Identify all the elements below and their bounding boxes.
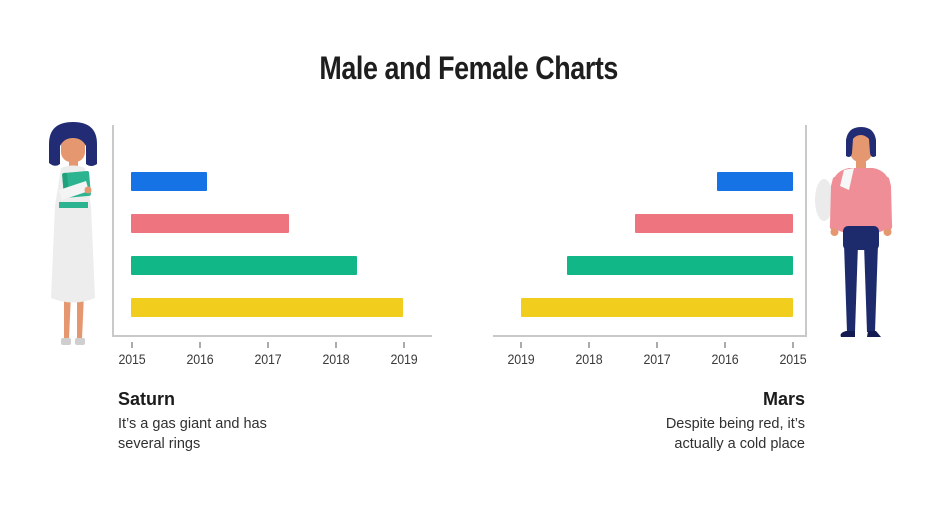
- bar-yellow-mars: [521, 298, 793, 317]
- bar-green-saturn: [131, 256, 358, 275]
- saturn-description-line-1: It’s a gas giant and has: [118, 416, 267, 432]
- y-axis-line: [805, 125, 807, 337]
- woman-belt: [59, 202, 88, 208]
- woman-shoe: [61, 338, 71, 345]
- bar-blue-mars: [716, 172, 793, 191]
- x-axis-tick: [131, 342, 133, 348]
- woman-sleeve: [59, 181, 89, 200]
- mars-bar-chart: 2019 2018 2017 2016 2015: [493, 125, 807, 385]
- x-axis-tick: [656, 342, 658, 348]
- woman-neck: [69, 156, 78, 170]
- man-illustration-svg: [815, 127, 893, 337]
- x-axis-tick: [792, 342, 794, 348]
- x-axis-tick-label: 2019: [507, 352, 535, 367]
- woman-hair: [49, 122, 97, 166]
- male-figure-illustration: [813, 126, 908, 346]
- man-shoe: [867, 331, 881, 337]
- saturn-description-line-2: several rings: [118, 435, 201, 452]
- x-axis-tick-label: 2017: [643, 352, 671, 367]
- x-axis-tick-label: 2016: [711, 352, 739, 367]
- x-axis-tick-label: 2018: [322, 352, 350, 367]
- bar-pink-saturn: [131, 214, 290, 233]
- man-face: [850, 131, 872, 162]
- x-axis-tick-label: 2015: [118, 352, 146, 367]
- x-axis-line: [493, 335, 807, 337]
- page-title: Male and Female Charts: [0, 50, 937, 87]
- man-leg: [844, 244, 858, 332]
- man-shoe: [840, 331, 855, 337]
- x-axis-tick: [199, 342, 201, 348]
- mars-description-line-1: Despite being red, it’s: [665, 416, 805, 432]
- x-axis-tick-label: 2015: [779, 352, 807, 367]
- x-axis-line: [112, 335, 432, 337]
- saturn-bar-chart: 2015 2016 2017 2018 2019: [112, 125, 432, 385]
- mars-description-line-2: actually a cold place: [674, 435, 805, 452]
- bar-green-mars: [566, 256, 793, 275]
- woman-shoe: [75, 338, 85, 345]
- man-leg: [864, 244, 878, 332]
- mars-title: Mars: [762, 389, 805, 409]
- man-bag: [815, 179, 833, 221]
- page-title-text: Male and Female Charts: [319, 50, 618, 86]
- man-bag-strap: [840, 168, 854, 190]
- man-hair: [846, 127, 876, 157]
- mars-caption: Mars Despite being red, it’s actually a …: [525, 389, 805, 454]
- x-axis-tick: [267, 342, 269, 348]
- x-axis-tick: [588, 342, 590, 348]
- female-figure-illustration: [38, 118, 108, 353]
- man-hand: [830, 228, 839, 236]
- x-axis-tick-label: 2018: [575, 352, 603, 367]
- man-sweater: [833, 168, 889, 235]
- x-axis-tick-label: 2017: [254, 352, 282, 367]
- x-axis-tick: [403, 342, 405, 348]
- woman-hand: [84, 186, 92, 194]
- x-axis-tick: [335, 342, 337, 348]
- bar-pink-mars: [634, 214, 793, 233]
- man-hand: [883, 228, 892, 236]
- saturn-title: Saturn: [118, 389, 176, 409]
- bar-blue-saturn: [131, 172, 208, 191]
- woman-illustration-svg: [49, 122, 97, 345]
- y-axis-line: [112, 125, 114, 337]
- x-axis-tick: [724, 342, 726, 348]
- x-axis-tick-label: 2019: [390, 352, 418, 367]
- saturn-caption: Saturn It’s a gas giant and has several …: [118, 389, 398, 454]
- x-axis-tick: [520, 342, 522, 348]
- woman-leg: [64, 294, 71, 339]
- bar-yellow-saturn: [131, 298, 403, 317]
- x-axis-tick-label: 2016: [186, 352, 214, 367]
- woman-leg: [77, 294, 84, 339]
